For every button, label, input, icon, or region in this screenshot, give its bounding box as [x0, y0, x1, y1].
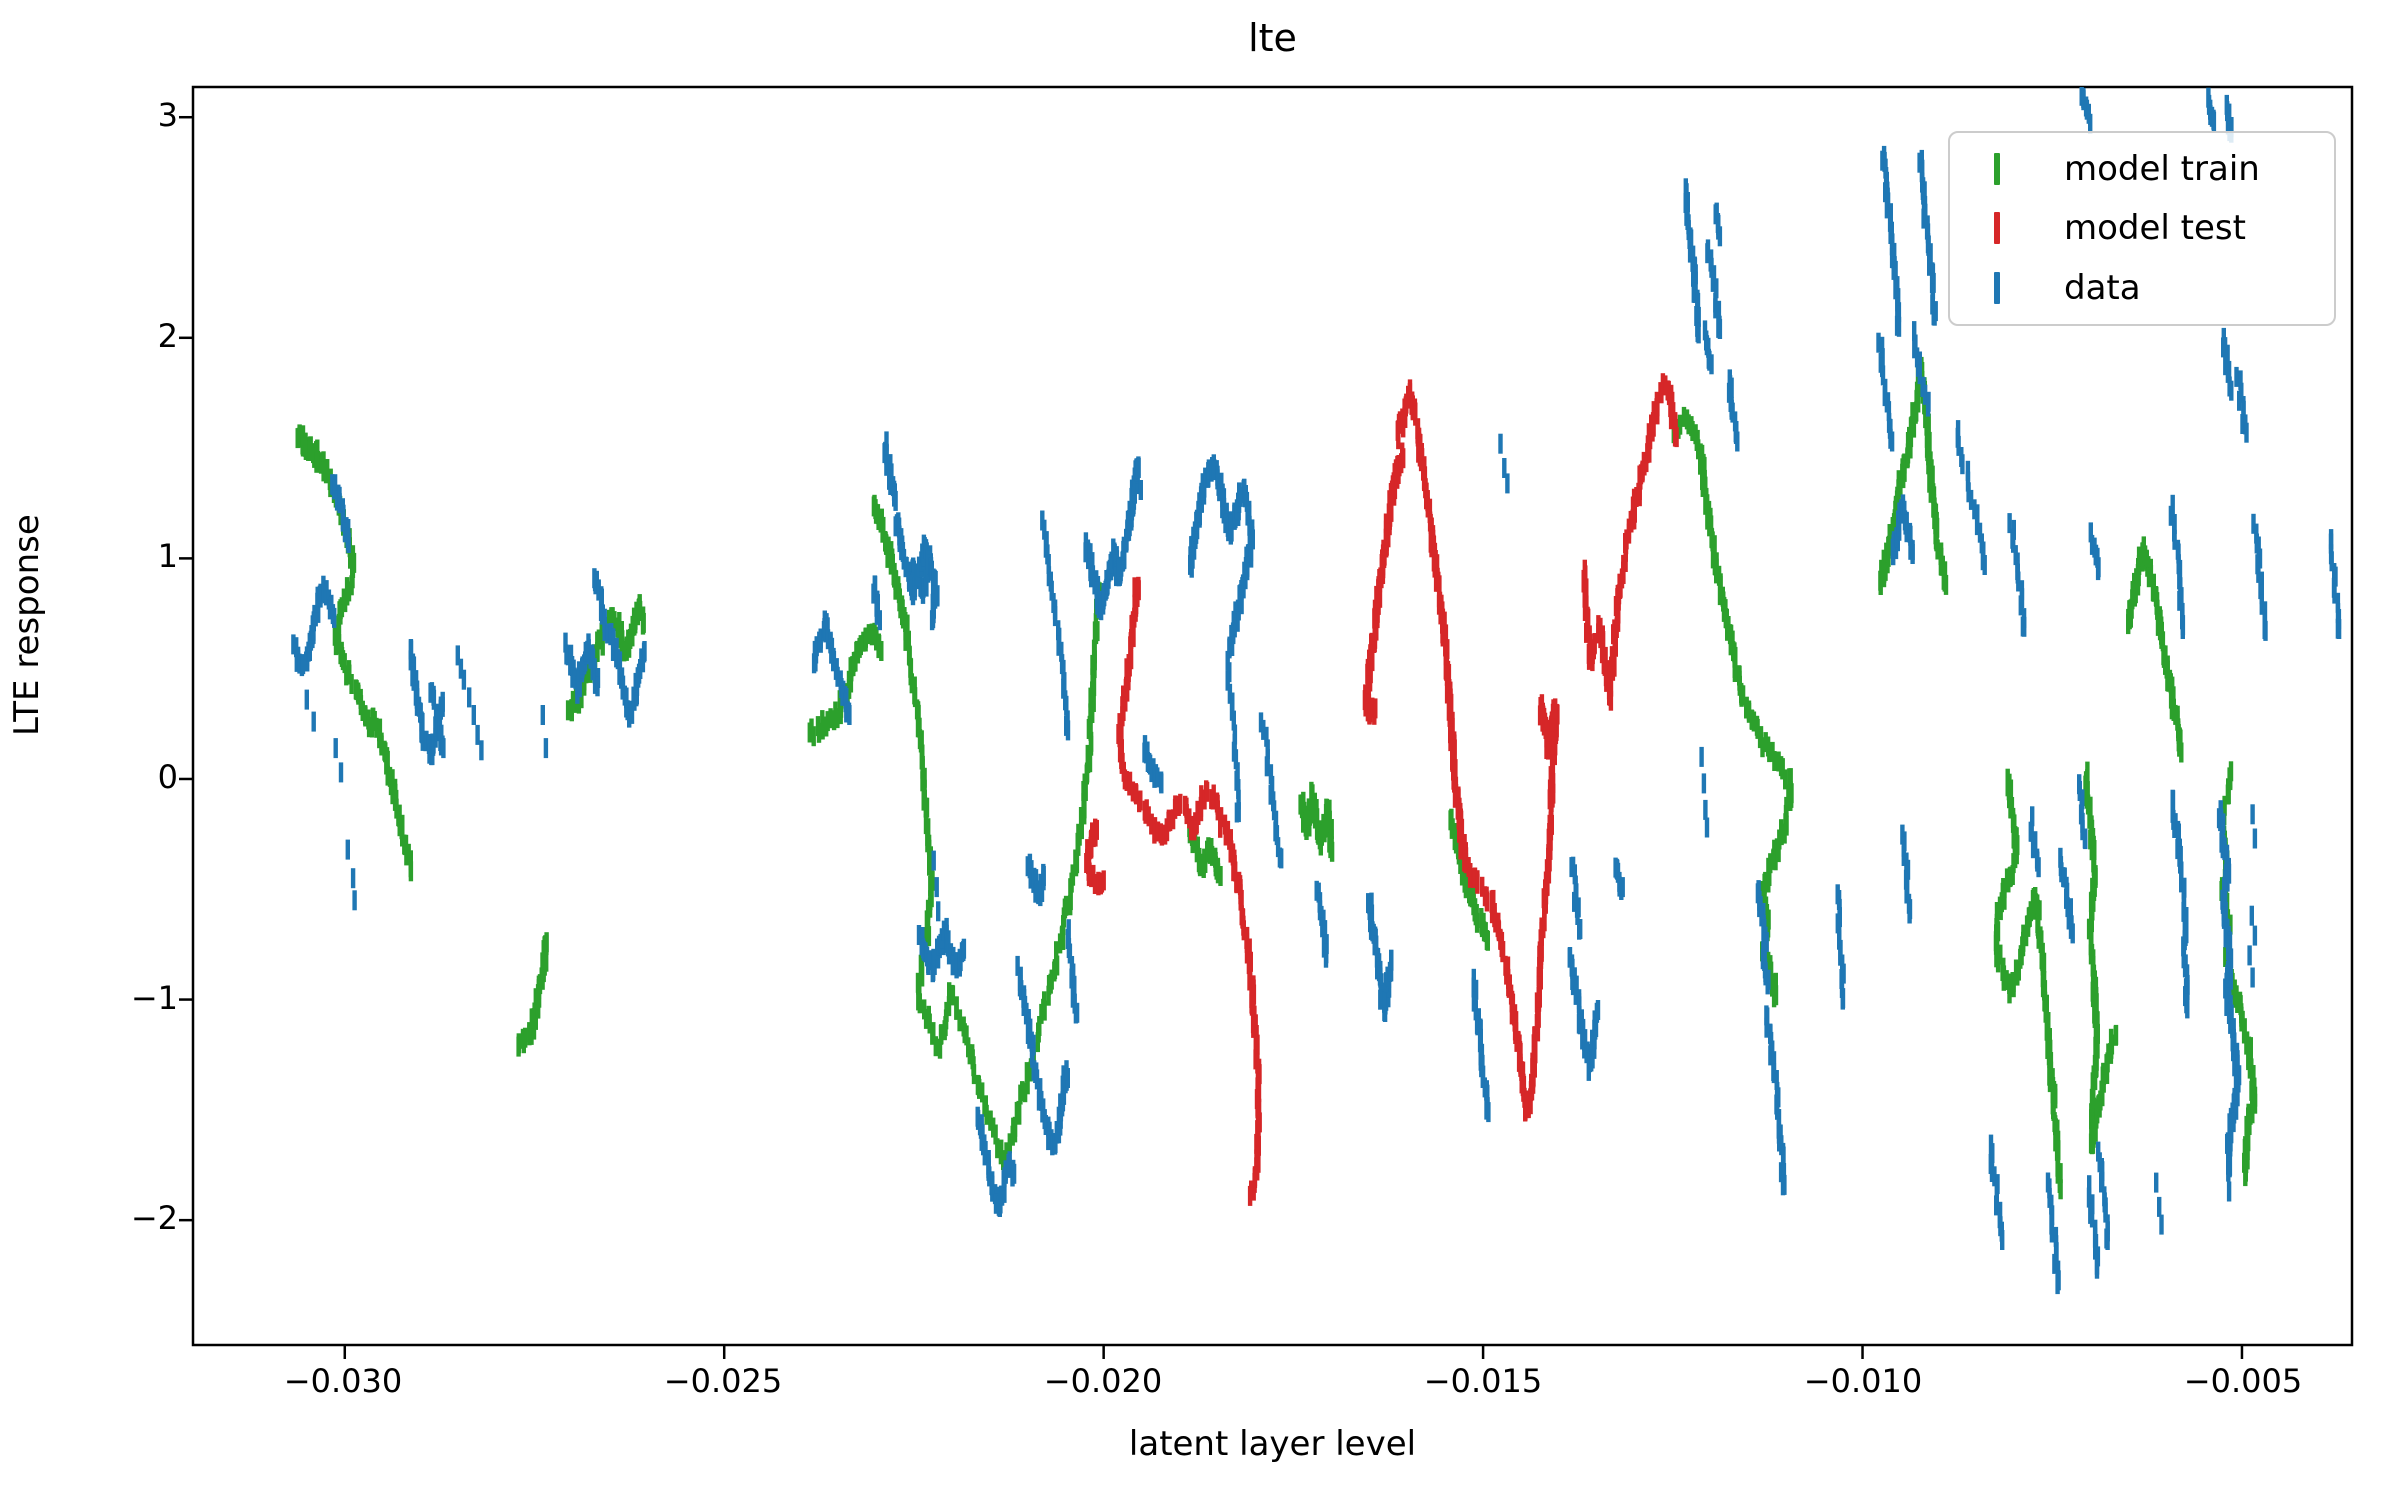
- legend-label: data: [2064, 268, 2141, 309]
- legend-label: model train: [2064, 148, 2260, 189]
- y-tick-label: 1: [157, 537, 178, 575]
- y-tick-label: −1: [130, 979, 178, 1017]
- x-tick-label: −0.010: [1803, 1362, 1923, 1400]
- y-tick-label: −2: [130, 1199, 178, 1237]
- x-tick-label: −0.020: [1043, 1362, 1163, 1400]
- x-tick-label: −0.025: [663, 1362, 783, 1400]
- chart-title: lte: [1248, 16, 1297, 60]
- legend-entry-model-train: model train: [1994, 141, 2334, 197]
- x-axis-label: latent layer level: [1128, 1424, 1417, 1464]
- legend-label: model test: [2064, 208, 2246, 249]
- y-tick-label: 0: [157, 758, 178, 796]
- x-tick-label: −0.030: [283, 1362, 403, 1400]
- x-tick-label: −0.015: [1423, 1362, 1543, 1400]
- legend: model train model test data: [1948, 131, 2336, 326]
- legend-entry-data: data: [1994, 260, 2334, 316]
- y-tick-label: 2: [157, 317, 178, 355]
- data-marker-icon: [1994, 272, 2000, 305]
- train-marker-icon: [1994, 152, 2000, 185]
- y-axis-label: LTE response: [7, 514, 47, 736]
- test-marker-icon: [1994, 212, 2000, 245]
- legend-entry-model-test: model test: [1994, 200, 2334, 256]
- x-tick-label: −0.005: [2183, 1362, 2303, 1400]
- y-tick-label: 3: [157, 96, 178, 134]
